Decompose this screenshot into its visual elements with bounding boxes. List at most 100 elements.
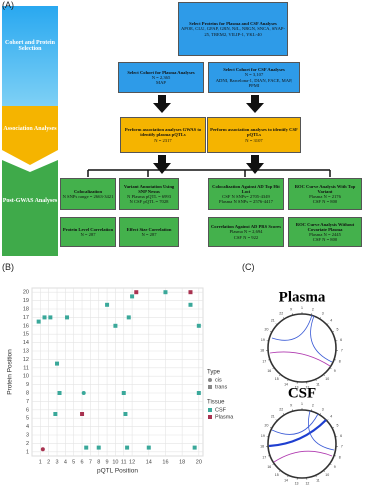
chromosome-label: 13: [295, 482, 299, 486]
panel-label: (A): [2, 0, 14, 10]
chromosome-label: 2: [312, 307, 314, 311]
y-tick-label: 17: [23, 315, 29, 321]
point: [146, 445, 151, 450]
arrow: [153, 95, 171, 113]
circos-tick: [323, 470, 325, 473]
point: [96, 445, 101, 450]
flow-node: Perform association analyses GWAS to ide…: [120, 117, 206, 153]
circos-tick: [267, 455, 271, 457]
node-text: Plasma N SNPs = 2576-4417: [219, 199, 273, 205]
legend-swatch: [208, 415, 212, 419]
circos-tick: [315, 379, 317, 382]
circos-tick: [275, 323, 278, 325]
chromosome-label: X: [290, 403, 293, 407]
y-tick-label: 2: [26, 441, 29, 447]
x-tick-label: 5: [72, 459, 75, 465]
y-tick-label: 16: [23, 323, 29, 329]
y-tick-label: 4: [26, 424, 29, 430]
chromosome-label: 15: [275, 377, 279, 381]
node-text: N = 2,365: [151, 74, 171, 80]
node-text: N SNPs range = 2663-3421: [62, 194, 114, 199]
y-tick-label: 11: [23, 365, 29, 371]
arrow: [246, 95, 264, 113]
flow-node: Variant Annotation Using SNP Nexus N Plas…: [119, 178, 179, 210]
circos-tick: [269, 331, 272, 333]
flow-node: Effect Size Correlation N = 287: [119, 217, 179, 247]
flow-node: Colocalization Against AD Top Hit Loci CS…: [208, 178, 284, 210]
node-title: Protein Level Correlation: [62, 226, 114, 232]
y-tick-label: 1: [26, 449, 29, 455]
side-label: Association Analyses: [3, 126, 57, 132]
node-text: N CSF pQTL = 7028: [129, 199, 169, 205]
legend-title: Tissue: [207, 400, 225, 406]
circos-tick: [267, 359, 271, 361]
chromosome-label: 12: [305, 482, 309, 486]
chromosome-label: 14: [284, 383, 288, 387]
chromosome-label: 3: [322, 408, 324, 412]
circos-tick: [272, 367, 275, 369]
chromosome-label: 20: [265, 328, 269, 332]
circos-tick: [329, 367, 332, 369]
node-title: ROC Curve Analysis With Top Variant: [294, 183, 356, 194]
chromosome-label: 6: [340, 338, 342, 342]
point: [196, 323, 201, 328]
y-tick-label: 18: [23, 306, 29, 312]
chromosome-label: 17: [262, 359, 266, 363]
node-title: Correlation Against AD PRS Scores: [210, 224, 281, 230]
point: [130, 294, 135, 299]
arrows: [87, 95, 331, 177]
y-tick-label: 15: [23, 332, 29, 338]
y-tick-label: 12: [23, 357, 29, 363]
point: [113, 323, 118, 328]
side-label: Post-GWAS Analyses: [2, 198, 58, 204]
arrow: [246, 155, 264, 174]
point: [105, 302, 110, 307]
side-band-association: [2, 106, 58, 165]
node-title: Colocalization Against AD Top Hit Loci: [212, 183, 280, 194]
chromosome-label: 12: [305, 386, 309, 390]
point: [126, 315, 131, 320]
chromosome-label: 20: [265, 424, 269, 428]
side-band-cohort: [2, 6, 58, 106]
flow-node: ROC Curve Analysis With Top Variant Plasm…: [288, 178, 362, 210]
node-text: N Plasma pQTL = 6993: [126, 194, 171, 199]
chromosome-label: 11: [316, 479, 320, 483]
x-tick-label: 6: [81, 459, 84, 465]
x-axis-label: pQTL Position: [97, 468, 138, 475]
x-tick-label: 4: [64, 459, 67, 465]
point: [84, 445, 89, 450]
chromosome-label: 6: [340, 434, 342, 438]
circos-link: [269, 351, 331, 367]
x-tick-label: 18: [179, 459, 185, 465]
chromosome-label: 15: [275, 473, 279, 477]
circos-tick: [283, 317, 285, 320]
chromosome-label: 17: [262, 455, 266, 459]
chromosome-label: 18: [260, 349, 264, 353]
circos-link: [268, 419, 327, 448]
node-text: N = 287: [80, 232, 96, 237]
circos-title: Plasma: [279, 289, 326, 305]
circos-tick: [283, 413, 285, 416]
x-tick-label: 11: [121, 459, 127, 465]
node-text: CSF N = 922: [233, 234, 259, 240]
x-tick-label: 8: [97, 459, 100, 465]
node-title: Perform association analyses to identify…: [210, 127, 298, 138]
legend-label: trans: [215, 384, 227, 390]
x-tick-label: 12: [129, 459, 135, 465]
node-text: APOE, CLU, GFAP, GRN, NfL, NRGN, SNCA, S…: [180, 26, 286, 37]
point: [163, 290, 168, 295]
x-tick-label: 1: [39, 459, 42, 465]
chromosome-label: 7: [341, 445, 343, 449]
x-tick-label: 14: [146, 459, 152, 465]
point: [40, 447, 45, 452]
legend-marker: [208, 378, 212, 382]
circos-tick: [269, 427, 272, 429]
chromosome-label: 22: [279, 408, 283, 412]
y-tick-label: 8: [26, 390, 29, 396]
circos-link: [271, 413, 319, 435]
legend-title: Type: [207, 370, 221, 376]
node-text: Plasma N = 2445: [309, 232, 341, 237]
node-title: Perform association analyses GWAS to ide…: [124, 127, 202, 138]
chromosome-label: 8: [339, 455, 341, 459]
